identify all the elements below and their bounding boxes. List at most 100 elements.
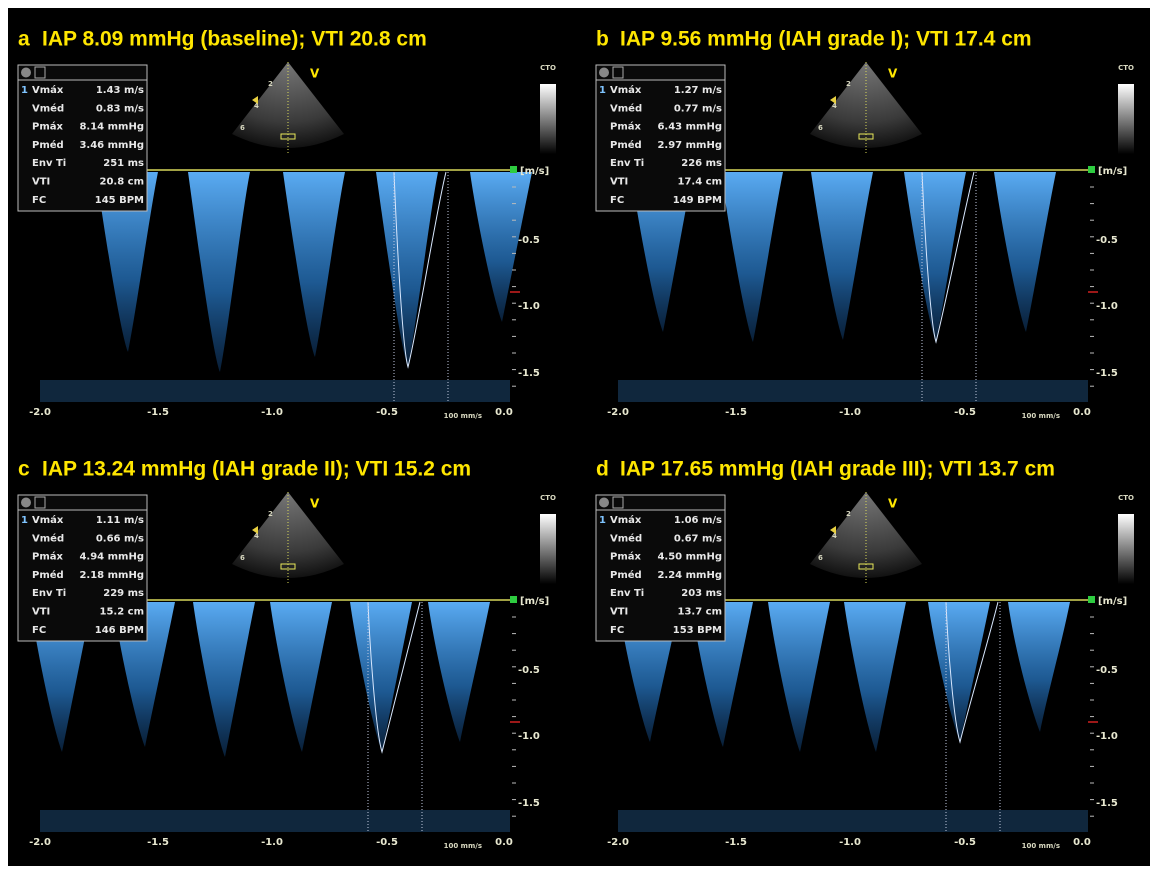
x-tick-label: -0.5 (376, 837, 398, 848)
measurement-label: Pméd (32, 569, 64, 581)
depth-mark: 4 (832, 532, 837, 540)
measurement-value: 4.94 mmHg (79, 552, 144, 563)
x-tick-label: -1.5 (725, 407, 747, 418)
depth-mark: 2 (846, 510, 851, 518)
measurement-value: 0.77 m/s (674, 103, 722, 114)
measurement-value: 145 BPM (95, 195, 144, 206)
measurement-label: Vmáx (32, 84, 64, 96)
panel-title: IAP 8.09 mmHg (baseline); VTI 20.8 cm (42, 28, 427, 51)
y-tick-label: -0.5 (1096, 235, 1118, 246)
measurement-label: FC (32, 625, 46, 636)
measurement-value: 17.4 cm (677, 177, 722, 188)
x-tick-label: -1.5 (725, 837, 747, 848)
measurement-value: 203 ms (681, 588, 722, 599)
measurement-value: 6.43 mmHg (657, 122, 722, 133)
measurement-label: FC (610, 195, 624, 206)
background (8, 8, 1150, 866)
panel-title: IAP 17.65 mmHg (IAH grade III); VTI 13.7… (620, 458, 1055, 481)
baseline-marker (510, 166, 517, 173)
x-tick-label: -0.5 (954, 407, 976, 418)
x-tick-label: -0.5 (376, 407, 398, 418)
measurement-label: Env Ti (32, 158, 66, 169)
measurement-label: Vméd (610, 102, 642, 114)
y-tick-label: -0.5 (518, 665, 540, 676)
measurement-label: Vmáx (610, 514, 642, 526)
measurement-value: 1.11 m/s (96, 515, 144, 526)
measurement-value: 146 BPM (95, 625, 144, 636)
y-tick-label: -1.0 (1096, 301, 1118, 312)
depth-mark: 2 (268, 510, 273, 518)
trace-index: 1 (21, 85, 28, 96)
y-tick-label: -1.0 (518, 731, 540, 742)
probe-label: V (888, 67, 898, 81)
grayscale-bar (1118, 514, 1134, 584)
x-tick-label: -2.0 (29, 837, 51, 848)
measurement-value: 2.18 mmHg (79, 570, 144, 581)
measurement-label: Pmáx (610, 121, 641, 133)
measurement-label: Env Ti (610, 158, 644, 169)
x-tick-label: 0.0 (1073, 837, 1091, 848)
measurement-value: 0.66 m/s (96, 533, 144, 544)
x-tick-label: -1.0 (839, 837, 861, 848)
unit-label: [m/s] (1098, 166, 1127, 177)
trace-index: 1 (599, 515, 606, 526)
measurement-value: 226 ms (681, 158, 722, 169)
panel-title: IAP 13.24 mmHg (IAH grade II); VTI 15.2 … (42, 458, 471, 481)
noise-band (40, 380, 510, 402)
measurement-value: 251 ms (103, 158, 144, 169)
baseline-marker (1088, 596, 1095, 603)
x-tick-label: -2.0 (607, 407, 629, 418)
y-tick-label: -1.5 (1096, 368, 1118, 379)
noise-band (40, 810, 510, 832)
y-tick-label: -1.0 (1096, 731, 1118, 742)
measurement-label: Pmáx (32, 121, 63, 133)
panel-letter: c (18, 458, 30, 481)
x-tick-label: -1.0 (261, 837, 283, 848)
scale-label: CTO (1118, 494, 1134, 502)
measurement-value: 15.2 cm (99, 607, 144, 618)
x-tick-label: 0.0 (495, 837, 513, 848)
measurement-label: Pmáx (32, 551, 63, 563)
panel-letter: a (18, 28, 30, 51)
measurement-value: 2.97 mmHg (657, 140, 722, 151)
measurement-label: Vméd (610, 532, 642, 544)
probe-label: V (888, 497, 898, 511)
measurement-label: Pméd (610, 569, 642, 581)
measurement-label: VTI (32, 177, 50, 188)
measurement-value: 0.67 m/s (674, 533, 722, 544)
unit-label: [m/s] (520, 596, 549, 607)
measurement-label: Vméd (32, 102, 64, 114)
measurement-label: FC (610, 625, 624, 636)
depth-mark: 2 (846, 80, 851, 88)
x-tick-label: -2.0 (607, 837, 629, 848)
x-tick-label: -1.0 (839, 407, 861, 418)
measurement-value: 3.46 mmHg (79, 140, 144, 151)
depth-mark: 2 (268, 80, 273, 88)
baseline-marker (1088, 166, 1095, 173)
y-tick-label: -1.0 (518, 301, 540, 312)
x-tick-label: -0.5 (954, 837, 976, 848)
measurement-label: VTI (32, 607, 50, 618)
x-tick-label: 0.0 (495, 407, 513, 418)
depth-mark: 4 (832, 102, 837, 110)
y-tick-label: -1.5 (1096, 798, 1118, 809)
measurement-value: 13.7 cm (677, 607, 722, 618)
figure: a IAP 8.09 mmHg (baseline); VTI 20.8 cm [m… (0, 0, 1156, 873)
measurement-value: 1.27 m/s (674, 85, 722, 96)
measurement-label: Vméd (32, 532, 64, 544)
measurement-label: VTI (610, 607, 628, 618)
measurement-value: 1.06 m/s (674, 515, 722, 526)
sweep-speed: 100 mm/s (1022, 412, 1060, 420)
y-tick-label: -0.5 (518, 235, 540, 246)
scale-label: CTO (1118, 64, 1134, 72)
box-icon (599, 68, 609, 78)
trace-index: 1 (21, 515, 28, 526)
depth-mark: 4 (254, 102, 259, 110)
x-tick-label: 0.0 (1073, 407, 1091, 418)
measurement-label: FC (32, 195, 46, 206)
measurement-value: 153 BPM (673, 625, 722, 636)
depth-mark: 4 (254, 532, 259, 540)
measurement-label: Vmáx (610, 84, 642, 96)
measurement-value: 4.50 mmHg (657, 552, 722, 563)
sweep-speed: 100 mm/s (1022, 842, 1060, 850)
